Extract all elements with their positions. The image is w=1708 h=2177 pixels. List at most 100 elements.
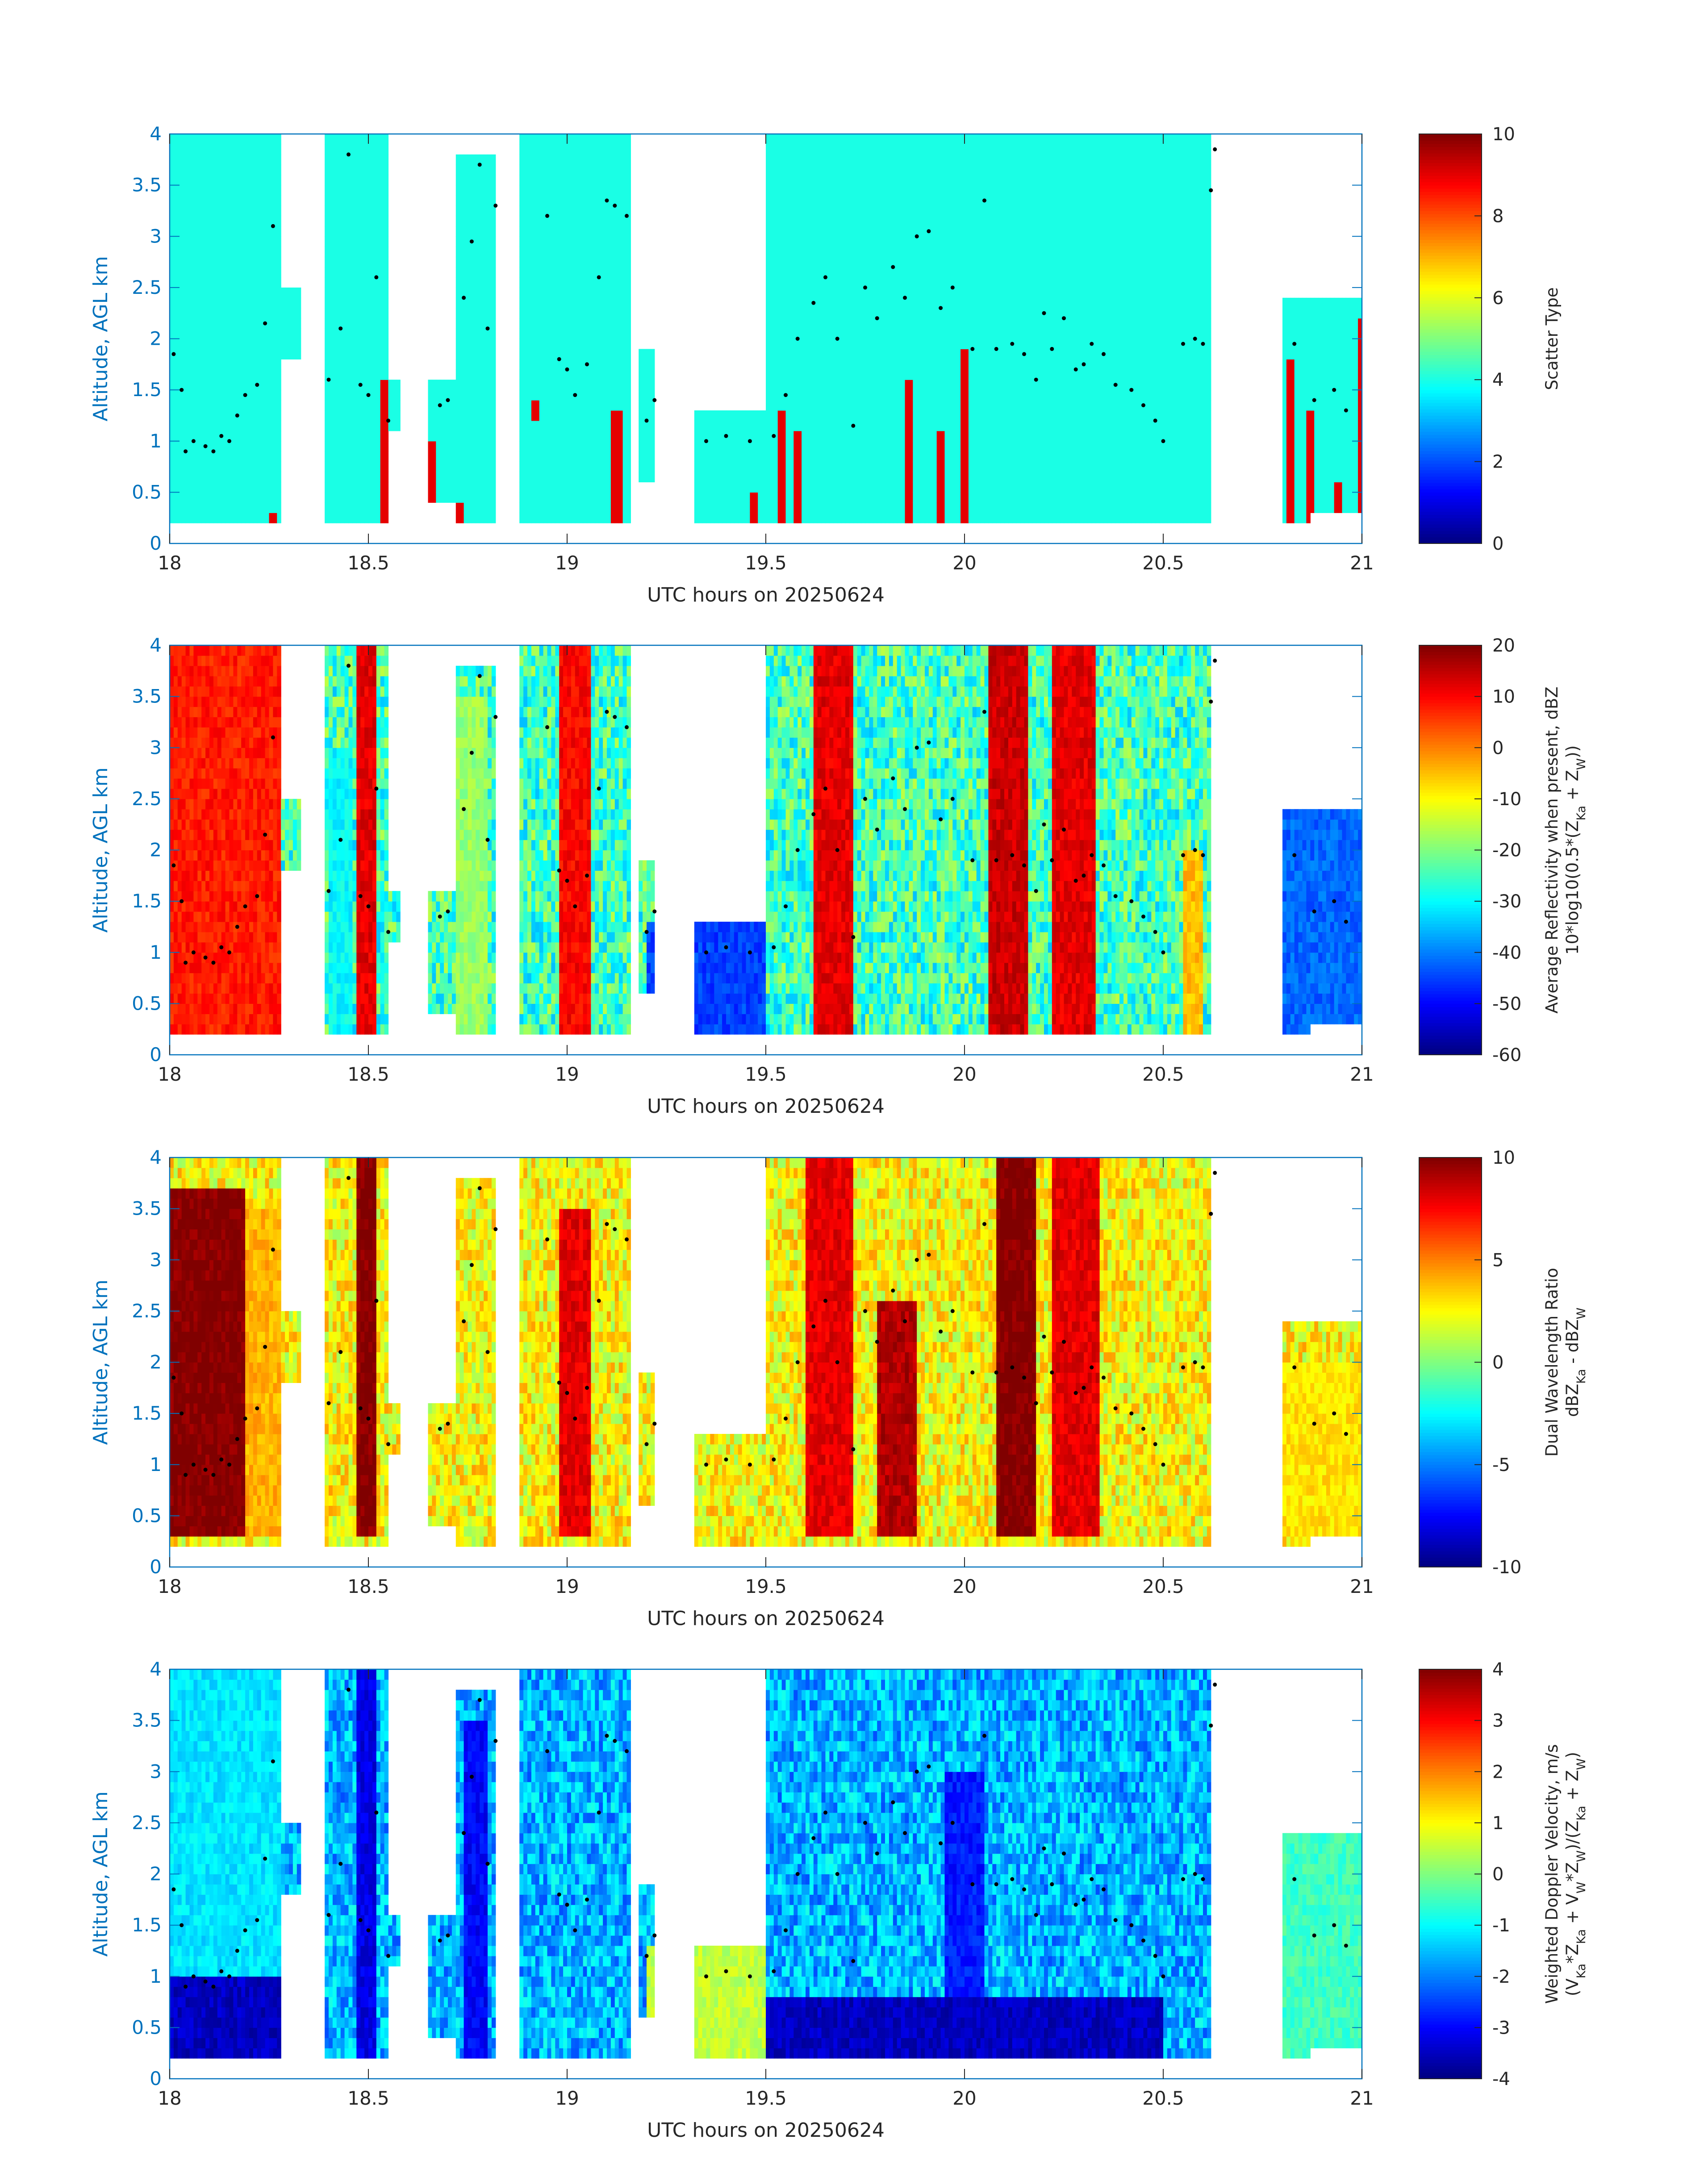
heatmap-cell — [587, 318, 592, 329]
heatmap-cell — [591, 318, 595, 329]
heatmap-cell — [190, 369, 194, 380]
heatmap-cell — [647, 390, 651, 401]
heatmap-cell — [571, 155, 576, 165]
heatmap-cell — [341, 400, 345, 411]
heatmap-cell — [619, 472, 623, 483]
heatmap-cell — [237, 185, 242, 196]
heatmap-cell — [468, 349, 472, 359]
heatmap-cell — [822, 308, 826, 319]
heatmap-cell — [869, 369, 873, 380]
heatmap-cell — [531, 308, 536, 319]
heatmap-cell — [547, 369, 552, 380]
heatmap-cell — [352, 267, 357, 278]
heatmap-cell — [333, 502, 337, 513]
heatmap-cell — [241, 308, 246, 319]
heatmap-cell — [345, 359, 349, 370]
heatmap-cell — [472, 216, 476, 226]
heatmap-cell — [448, 482, 452, 493]
heatmap-cell — [543, 308, 548, 319]
heatmap-cell — [611, 308, 615, 319]
heatmap-cell — [826, 257, 830, 267]
heatmap-cell — [587, 196, 592, 206]
heatmap-cell — [265, 400, 270, 411]
heatmap-cell — [857, 513, 862, 523]
heatmap-cell — [249, 134, 254, 145]
heatmap-cell — [233, 431, 238, 442]
heatmap-cell — [182, 165, 186, 175]
heatmap-cell — [861, 155, 866, 165]
heatmap-cell — [865, 390, 870, 401]
heatmap-cell — [555, 134, 560, 145]
heatmap-cell — [789, 247, 794, 257]
heatmap-cell — [277, 359, 281, 370]
heatmap-cell — [917, 267, 921, 278]
heatmap-cell — [833, 349, 838, 359]
heatmap-cell — [201, 247, 206, 257]
heatmap-cell — [623, 134, 627, 145]
heatmap-cell — [730, 431, 735, 442]
heatmap-cell — [345, 185, 349, 196]
heatmap-cell — [802, 451, 806, 462]
heatmap-cell — [563, 155, 568, 165]
heatmap-cell — [170, 267, 174, 278]
heatmap-cell — [599, 431, 603, 442]
heatmap-cell — [814, 155, 818, 165]
heatmap-cell — [806, 318, 810, 329]
heatmap-cell — [217, 390, 222, 401]
heatmap-cell — [368, 329, 373, 339]
heatmap-cell — [277, 492, 281, 503]
heatmap-cell — [591, 155, 595, 165]
heatmap-cell — [170, 502, 174, 513]
heatmap-cell — [523, 421, 528, 431]
heatmap-cell — [364, 216, 369, 226]
heatmap-cell — [829, 155, 834, 165]
heatmap-cell — [193, 308, 198, 319]
heatmap-cell — [555, 277, 560, 288]
heatmap-cell — [841, 513, 846, 523]
heatmap-cell — [619, 216, 623, 226]
heatmap-cell — [174, 421, 178, 431]
heatmap-cell — [190, 298, 194, 309]
heatmap-cell — [519, 359, 524, 370]
heatmap-cell — [770, 472, 774, 483]
heatmap-cell — [885, 451, 889, 462]
heatmap-cell — [230, 451, 234, 462]
heatmap-cell — [253, 390, 258, 401]
heatmap-cell — [563, 236, 568, 247]
heatmap-cell — [329, 308, 333, 319]
heatmap-cell — [480, 492, 484, 503]
heatmap-cell — [571, 441, 576, 452]
heatmap-cell — [750, 410, 754, 421]
heatmap-cell — [921, 380, 925, 390]
heatmap-cell — [372, 175, 377, 186]
heatmap-cell — [464, 175, 468, 186]
heatmap-cell — [786, 134, 790, 145]
heatmap-cell — [567, 410, 572, 421]
heatmap-cell — [841, 421, 846, 431]
heatmap-cell — [837, 267, 842, 278]
heatmap-cell — [611, 267, 615, 278]
heatmap-cell — [587, 298, 592, 309]
heatmap-cell — [356, 267, 361, 278]
heatmap-cell — [269, 329, 274, 339]
heatmap-cell — [567, 308, 572, 319]
heatmap-cell — [384, 308, 389, 319]
heatmap-cell — [833, 226, 838, 237]
heatmap-cell — [837, 196, 842, 206]
heatmap-cell — [810, 144, 814, 155]
heatmap-cell — [571, 502, 576, 513]
heatmap-cell — [539, 482, 544, 493]
heatmap-cell — [789, 339, 794, 350]
heatmap-cell — [472, 482, 476, 493]
heatmap-cell — [372, 205, 377, 216]
heatmap-cell — [476, 421, 480, 431]
heatmap-cell — [356, 492, 361, 503]
heatmap-cell — [829, 298, 834, 309]
heatmap-cell — [599, 380, 603, 390]
heatmap-cell — [559, 329, 564, 339]
heatmap-cell — [456, 421, 460, 431]
heatmap-cell — [190, 196, 194, 206]
heatmap-cell — [547, 400, 552, 411]
heatmap-cell — [170, 410, 174, 421]
heatmap-cell — [241, 339, 246, 350]
